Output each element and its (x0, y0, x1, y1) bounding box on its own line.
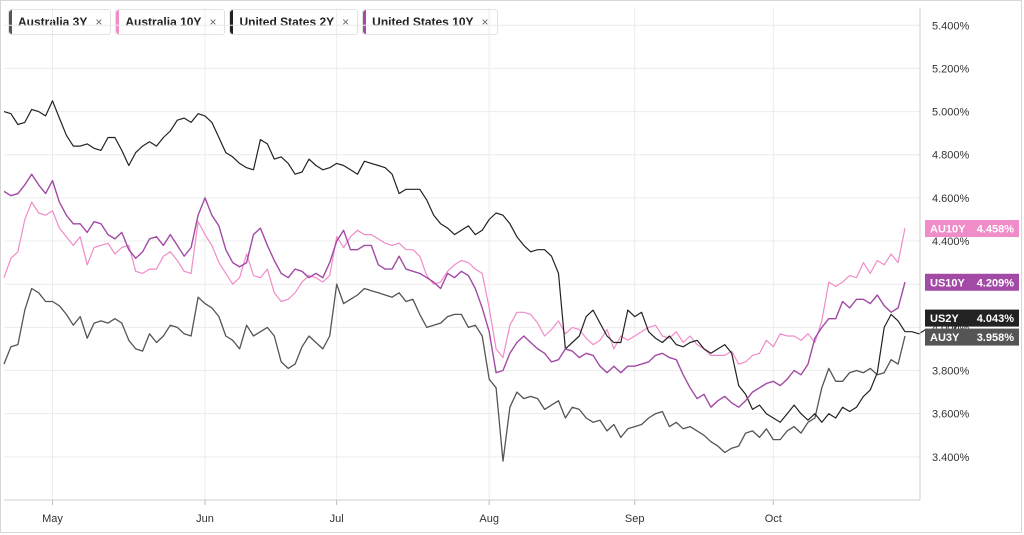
legend-swatch (116, 10, 120, 34)
y-tick-label: 5.200% (932, 63, 970, 75)
legend-swatch (9, 10, 12, 34)
x-tick-label: Sep (625, 513, 645, 525)
end-label-code: AU10Y (930, 224, 966, 236)
legend-swatch (230, 10, 234, 34)
end-label-box (925, 273, 1019, 291)
y-tick-label: 4.800% (932, 150, 970, 162)
legend-chip-united-states-10y[interactable]: United States 10Y × (362, 9, 498, 35)
x-tick-label: May (42, 513, 63, 525)
end-label-code: AU3Y (930, 332, 960, 344)
end-label-box (925, 220, 1019, 238)
close-icon[interactable]: × (481, 15, 489, 29)
series-line-united-states-10y (3, 173, 906, 408)
series-line-australia-3y (3, 283, 906, 462)
grid (4, 8, 920, 500)
x-tick-label: Jun (196, 513, 214, 525)
end-label-code: US10Y (930, 277, 966, 289)
x-tick-label: Oct (765, 513, 782, 525)
y-tick-label: 3.400% (932, 452, 970, 464)
end-label-box (925, 328, 1019, 346)
close-icon[interactable]: × (95, 15, 103, 29)
x-tick-label: Jul (330, 513, 344, 525)
y-tick-label: 5.400% (932, 20, 970, 32)
y-tick-label: 3.800% (932, 366, 970, 378)
axes: 3.400%3.600%3.800%4.000%4.200%4.400%4.60… (4, 8, 970, 525)
end-label-value: 4.209% (977, 277, 1015, 289)
end-label-value: 4.458% (977, 224, 1015, 236)
y-tick-label: 3.600% (932, 409, 970, 421)
series-line-united-states-2y (3, 100, 968, 423)
end-label-code: US2Y (930, 313, 959, 325)
series-lines (3, 100, 968, 462)
close-icon[interactable]: × (342, 15, 350, 29)
y-tick-label: 4.600% (932, 193, 970, 205)
y-tick-label: 5.000% (932, 107, 970, 119)
end-label-box (925, 309, 1019, 327)
legend-swatch (363, 10, 367, 34)
x-tick-label: Aug (479, 513, 499, 525)
end-label-value: 4.043% (977, 313, 1015, 325)
end-value-labels: AU10Y 4.458% US10Y 4.209% US2Y 4.043% AU3Y 3.95… (925, 220, 1019, 346)
end-label-value: 3.958% (977, 332, 1015, 344)
close-icon[interactable]: × (209, 15, 217, 29)
y-tick-label: 4.400% (932, 236, 970, 248)
series-line-australia-10y (3, 201, 906, 365)
